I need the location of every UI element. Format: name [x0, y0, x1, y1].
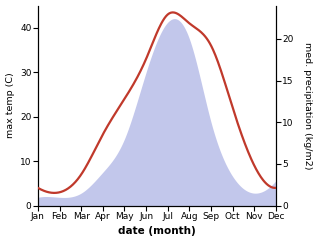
Y-axis label: med. precipitation (kg/m2): med. precipitation (kg/m2) — [303, 42, 313, 169]
Y-axis label: max temp (C): max temp (C) — [5, 73, 15, 138]
X-axis label: date (month): date (month) — [118, 227, 196, 236]
